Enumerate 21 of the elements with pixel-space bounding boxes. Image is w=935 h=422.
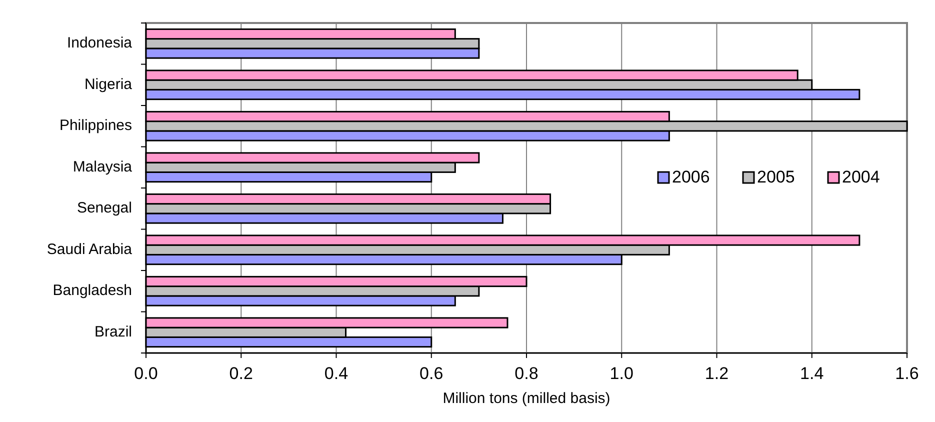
- y-tick-label: Philippines: [59, 117, 132, 134]
- y-tick-label: Bangladesh: [52, 282, 132, 300]
- y-tick-label: Brazil: [94, 323, 132, 340]
- legend-label: 2006: [672, 167, 710, 186]
- x-tick-label: 0.0: [134, 364, 158, 383]
- y-tick-label: Indonesia: [66, 34, 133, 52]
- y-tick-label: Nigeria: [84, 76, 133, 93]
- x-tick-label: 1.4: [800, 364, 824, 383]
- x-tick-label: 1.6: [895, 364, 919, 383]
- x-tick-label: 0.4: [324, 364, 348, 383]
- x-tick-label: 1.2: [704, 364, 729, 383]
- x-tick-label: 0.8: [514, 364, 538, 383]
- x-tick-label: 0.6: [420, 364, 444, 383]
- y-tick-label: Saudi Arabia: [46, 240, 133, 258]
- x-tick-label: 1.0: [610, 364, 634, 383]
- x-tick-label: 0.2: [229, 364, 253, 383]
- legend-label: 2004: [842, 167, 880, 186]
- y-tick-label: Malaysia: [72, 158, 133, 176]
- legend-label: 2005: [757, 167, 795, 186]
- x-axis-title: Million tons (milled basis): [442, 390, 610, 407]
- y-tick-label: Senegal: [76, 200, 132, 217]
